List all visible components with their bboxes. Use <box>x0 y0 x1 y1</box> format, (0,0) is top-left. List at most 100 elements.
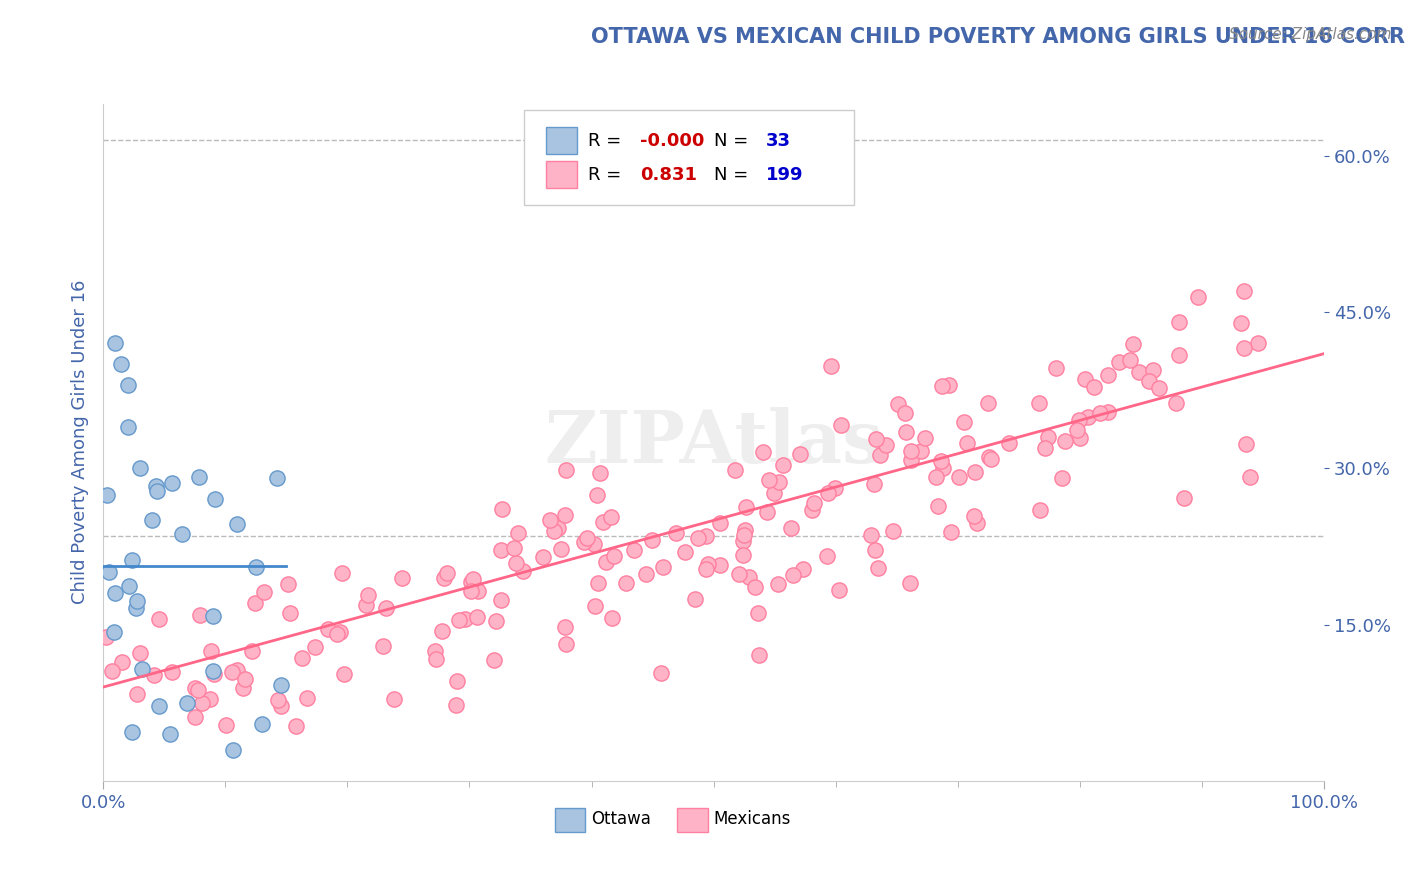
Point <box>1239 470 1261 484</box>
Point <box>665 526 688 541</box>
Point <box>868 561 890 575</box>
Point <box>503 541 526 555</box>
Point <box>454 612 477 626</box>
Point <box>695 529 717 543</box>
Point <box>963 465 986 479</box>
Point <box>240 644 263 658</box>
Point <box>780 521 803 535</box>
Point <box>734 523 756 537</box>
Point <box>650 666 672 681</box>
Point <box>1033 442 1056 456</box>
Point <box>688 531 710 545</box>
Point <box>505 556 527 570</box>
Point <box>148 699 170 714</box>
Point <box>145 484 167 499</box>
Point <box>188 470 211 484</box>
Point <box>948 470 970 484</box>
Point <box>929 454 952 468</box>
Text: R =: R = <box>588 166 627 184</box>
Point <box>1247 336 1270 351</box>
Point <box>202 608 225 623</box>
Point <box>731 548 754 562</box>
Point <box>444 698 467 713</box>
Point <box>270 698 292 713</box>
Point <box>695 562 717 576</box>
Point <box>1122 336 1144 351</box>
Point <box>357 588 380 602</box>
Point <box>1233 341 1256 355</box>
Point <box>547 521 569 535</box>
Point <box>652 560 675 574</box>
Point <box>554 508 576 522</box>
Point <box>744 581 766 595</box>
Point <box>1168 315 1191 329</box>
Text: Ottawa: Ottawa <box>592 811 651 829</box>
Point <box>697 557 720 571</box>
Point <box>863 477 886 491</box>
Point <box>233 672 256 686</box>
Point <box>1069 431 1091 445</box>
Point <box>875 438 897 452</box>
Point <box>1088 406 1111 420</box>
Point <box>1229 316 1251 330</box>
Point <box>727 567 749 582</box>
Point <box>187 683 209 698</box>
Point <box>1119 353 1142 368</box>
Point <box>129 646 152 660</box>
Point <box>276 577 298 591</box>
Point <box>1166 396 1188 410</box>
Point <box>121 553 143 567</box>
Point <box>752 445 775 459</box>
Point <box>433 571 456 585</box>
Point <box>465 610 488 624</box>
Point <box>148 612 170 626</box>
Point <box>1234 437 1257 451</box>
Point <box>96 488 118 502</box>
Point <box>1028 395 1050 409</box>
Point <box>423 643 446 657</box>
Point <box>245 559 267 574</box>
Point <box>103 624 125 639</box>
Point <box>976 396 998 410</box>
Point <box>489 542 512 557</box>
Point <box>253 584 276 599</box>
Point <box>747 606 769 620</box>
Point <box>792 561 814 575</box>
Point <box>110 357 132 371</box>
Point <box>184 681 207 695</box>
Point <box>882 524 904 538</box>
Point <box>512 564 534 578</box>
Point <box>865 433 887 447</box>
Point <box>673 545 696 559</box>
Point <box>489 593 512 607</box>
Point <box>614 575 637 590</box>
Point <box>555 463 578 477</box>
Point <box>128 461 150 475</box>
Point <box>1137 374 1160 388</box>
Point <box>333 667 356 681</box>
Point <box>894 407 917 421</box>
Point <box>600 510 623 524</box>
Point <box>824 481 846 495</box>
Point <box>1077 409 1099 424</box>
Point <box>96 630 118 644</box>
Point <box>98 566 121 580</box>
Point <box>100 665 122 679</box>
Point <box>266 471 288 485</box>
Point <box>111 655 134 669</box>
Point <box>927 500 949 514</box>
Text: -0.000: -0.000 <box>640 132 704 150</box>
Point <box>290 651 312 665</box>
Point <box>900 453 922 467</box>
FancyBboxPatch shape <box>524 111 853 205</box>
Point <box>117 419 139 434</box>
Point <box>201 664 224 678</box>
Point <box>467 584 489 599</box>
Point <box>131 662 153 676</box>
Point <box>683 592 706 607</box>
Point <box>768 576 790 591</box>
Point <box>506 525 529 540</box>
Point <box>374 600 396 615</box>
Point <box>184 709 207 723</box>
Point <box>436 566 458 581</box>
